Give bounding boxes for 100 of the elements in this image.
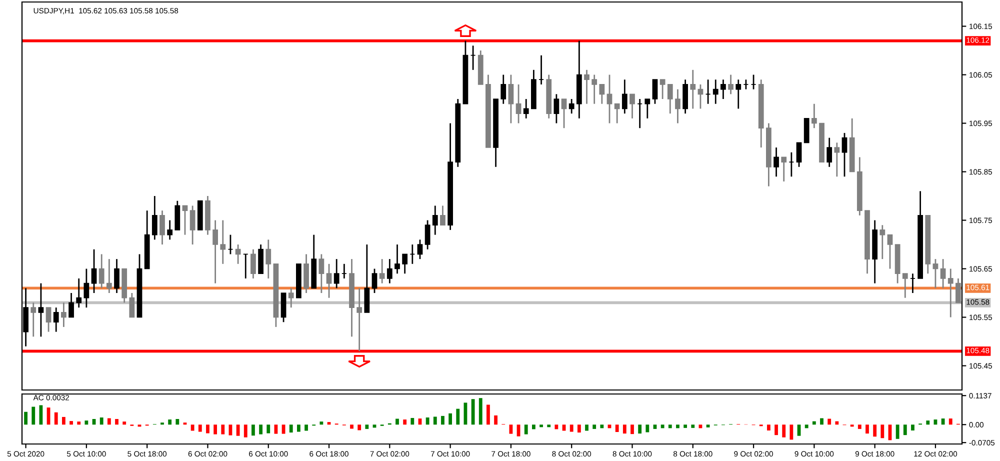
bar	[516, 424, 520, 436]
bar	[873, 424, 877, 437]
bar	[168, 420, 172, 425]
bar	[766, 424, 770, 430]
candlestick	[887, 234, 893, 270]
candlestick	[61, 302, 66, 328]
bar	[896, 424, 900, 439]
bar	[39, 405, 43, 425]
candlestick	[599, 84, 605, 105]
candlestick	[880, 224, 886, 260]
bar	[653, 424, 657, 429]
bar	[107, 418, 111, 425]
candlestick	[523, 98, 529, 120]
bar	[600, 424, 604, 428]
candlestick	[774, 146, 779, 178]
candlestick	[228, 234, 234, 255]
candlestick	[516, 84, 522, 124]
candlestick	[379, 258, 385, 284]
candlestick	[470, 44, 476, 71]
candlestick	[46, 306, 52, 332]
bar	[494, 415, 498, 425]
bar	[358, 424, 362, 430]
bar	[570, 424, 574, 432]
bar	[774, 424, 778, 436]
bar	[471, 399, 475, 425]
bar	[478, 398, 482, 425]
bar	[221, 424, 225, 434]
candlestick	[334, 258, 340, 289]
candlestick	[182, 205, 188, 236]
bar	[691, 424, 695, 428]
bar	[206, 424, 210, 434]
bar	[410, 418, 414, 425]
bar	[622, 424, 626, 434]
bar	[615, 424, 619, 432]
candlestick	[341, 263, 347, 280]
candlestick	[167, 220, 173, 240]
candlestick	[614, 103, 620, 124]
bar	[456, 408, 460, 425]
candlestick	[842, 132, 848, 178]
bar	[54, 412, 58, 425]
candlestick	[690, 69, 696, 110]
bar	[858, 424, 862, 429]
candlestick	[956, 278, 961, 304]
candlestick	[826, 137, 832, 168]
candlestick	[91, 248, 97, 294]
bar	[577, 424, 581, 433]
candlestick	[568, 98, 574, 114]
candlestick	[372, 268, 378, 294]
candlestick	[106, 258, 112, 294]
bar	[236, 424, 240, 436]
candlestick	[424, 220, 430, 250]
candlestick	[30, 302, 36, 338]
candlestick	[356, 287, 362, 352]
candlestick	[242, 254, 248, 280]
candlestick	[220, 220, 226, 265]
candlestick	[637, 98, 643, 129]
bar	[676, 424, 680, 428]
candlestick	[667, 84, 673, 114]
bar	[320, 422, 324, 425]
candlestick	[394, 244, 400, 274]
candlestick	[940, 258, 946, 289]
bar	[32, 406, 36, 425]
bar	[941, 418, 945, 425]
candlestick	[114, 258, 120, 294]
bar	[100, 417, 104, 425]
bar	[441, 416, 444, 425]
candlestick	[288, 287, 294, 308]
candlestick	[834, 142, 840, 178]
candlestick	[53, 306, 59, 332]
bar	[782, 424, 786, 438]
candlestick	[811, 103, 817, 129]
bar	[585, 424, 588, 431]
bar	[630, 424, 634, 434]
bar	[304, 424, 308, 431]
candlestick	[250, 248, 256, 280]
candlestick	[318, 254, 324, 294]
candlestick	[212, 220, 218, 284]
candlestick	[736, 78, 742, 110]
candlestick	[98, 254, 104, 289]
bar	[668, 424, 672, 428]
candlestick	[235, 244, 241, 265]
candlestick	[660, 78, 666, 100]
bar	[24, 412, 28, 425]
candlestick	[538, 54, 544, 86]
candlestick	[432, 205, 438, 236]
bar	[403, 420, 407, 425]
candlestick	[417, 238, 423, 260]
bar	[540, 424, 543, 428]
bar	[274, 424, 278, 434]
candlestick	[68, 292, 74, 318]
candlestick	[720, 78, 726, 100]
bar	[228, 424, 232, 436]
bar	[820, 418, 824, 425]
bar	[706, 424, 710, 428]
candlestick	[326, 263, 332, 299]
candlestick	[948, 268, 954, 318]
bar	[289, 424, 293, 433]
bar	[198, 424, 202, 432]
bar	[911, 424, 914, 430]
candlestick	[902, 272, 908, 299]
